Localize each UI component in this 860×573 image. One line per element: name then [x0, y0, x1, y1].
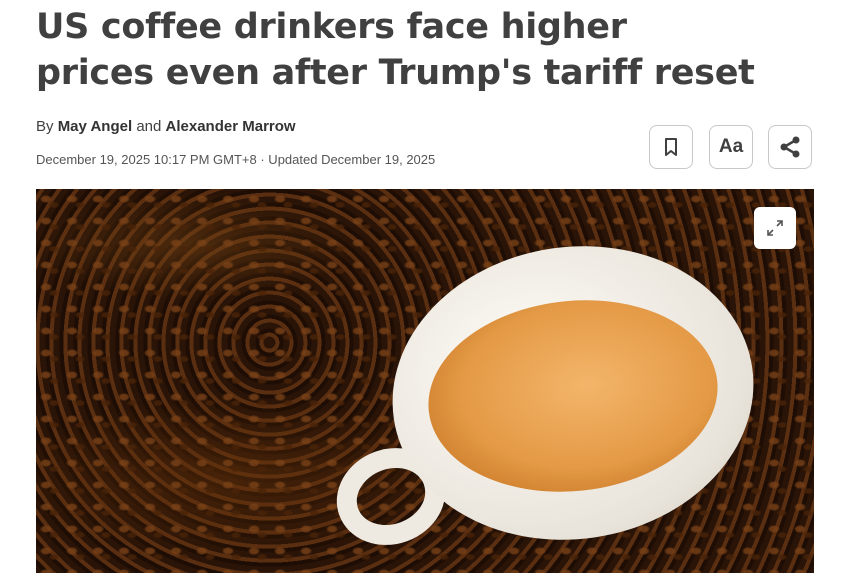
text-size-button[interactable]: Aa	[709, 125, 753, 169]
share-icon	[780, 136, 800, 158]
dateline: December 19, 2025 10:17 PM GMT+8 · Updat…	[36, 152, 436, 167]
share-button[interactable]	[768, 125, 812, 169]
expand-icon	[767, 220, 783, 236]
author-link[interactable]: Alexander Marrow	[165, 118, 296, 135]
byline: By May Angel and Alexander Marrow	[36, 118, 296, 135]
byline-and: and	[136, 118, 162, 135]
byline-prefix: By	[36, 118, 54, 135]
article-photo	[36, 189, 814, 573]
bookmark-button[interactable]	[649, 125, 693, 169]
bookmark-icon	[665, 138, 677, 156]
headline: US coffee drinkers face higher prices ev…	[36, 7, 755, 93]
expand-image-button[interactable]	[754, 207, 796, 249]
author-link[interactable]: May Angel	[57, 118, 133, 135]
